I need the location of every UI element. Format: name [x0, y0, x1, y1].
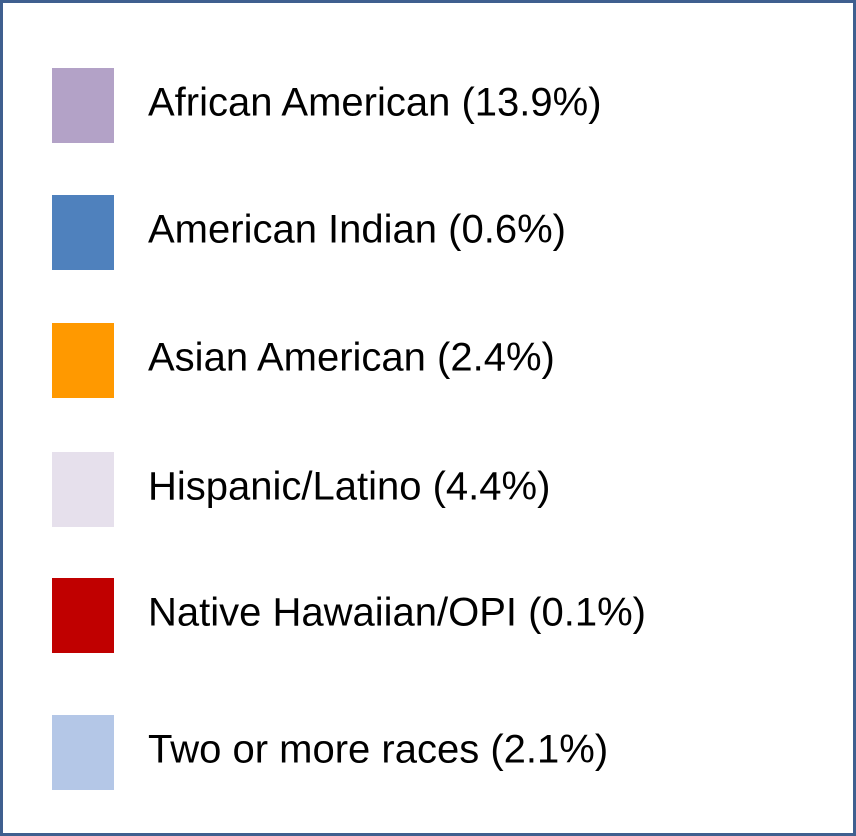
legend-swatch: [52, 452, 114, 527]
legend-swatch: [52, 68, 114, 143]
legend-swatch: [52, 195, 114, 270]
legend-swatch: [52, 578, 114, 653]
legend-label: African American (13.9%): [148, 81, 602, 125]
legend-swatch: [52, 715, 114, 790]
legend-label: American Indian (0.6%): [148, 208, 566, 252]
legend-swatch: [52, 323, 114, 398]
legend-label: Native Hawaiian/OPI (0.1%): [148, 591, 646, 635]
legend-label: Asian American (2.4%): [148, 336, 555, 380]
legend-label: Hispanic/Latino (4.4%): [148, 465, 550, 509]
legend-label: Two or more races (2.1%): [148, 728, 608, 772]
